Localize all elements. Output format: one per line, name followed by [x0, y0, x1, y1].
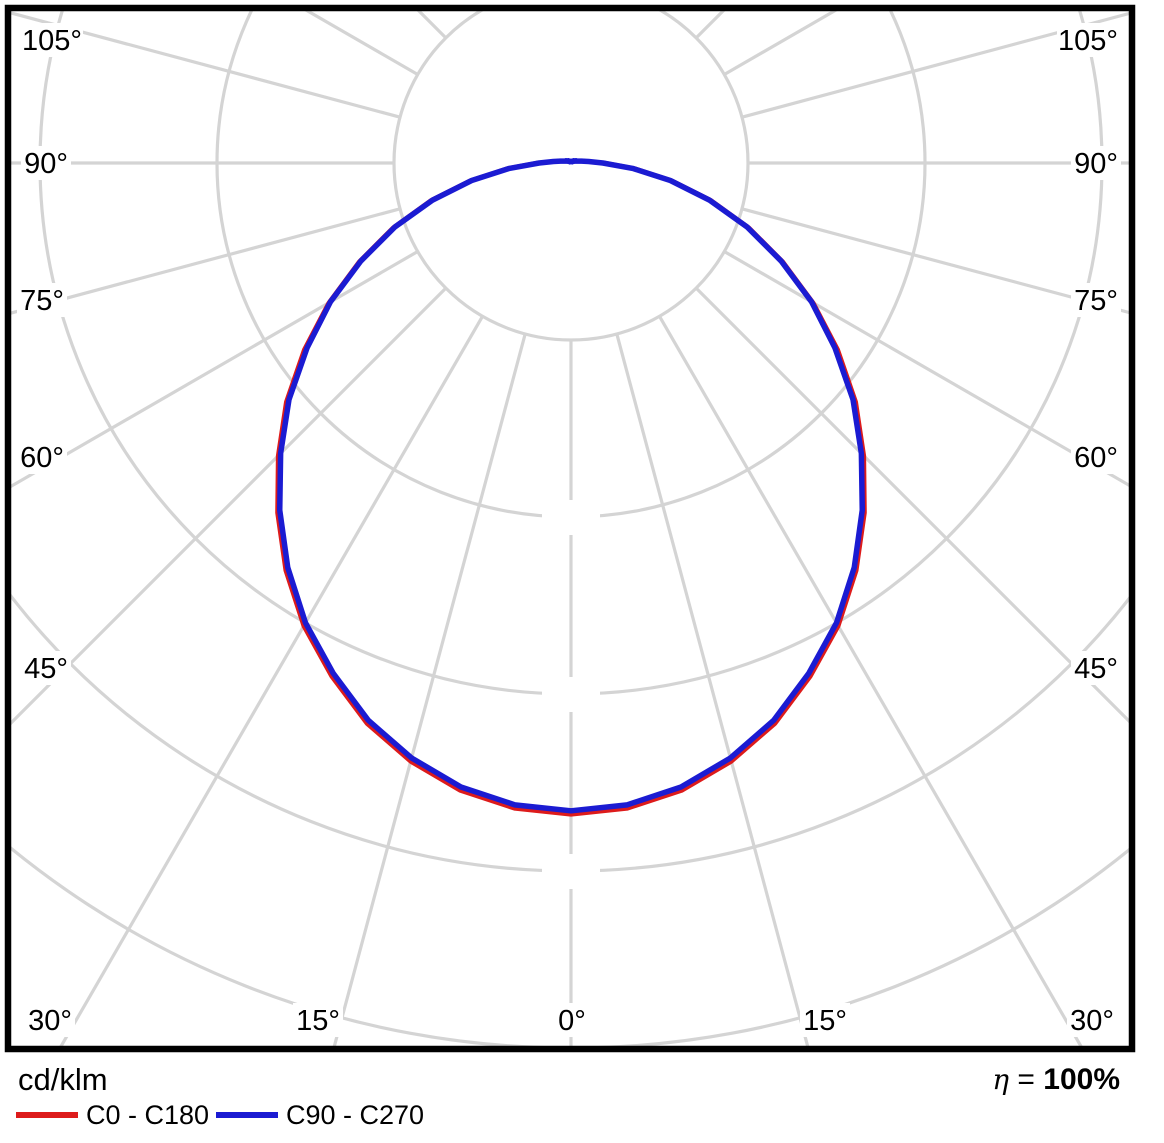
angle-label: 15° — [296, 1005, 340, 1037]
angle-label: 90° — [1074, 148, 1118, 180]
grid-radial-line — [723, 250, 1129, 488]
grid-radial-line — [615, 333, 810, 1046]
units-label: cd/klm — [18, 1062, 108, 1097]
grid-radial-line — [11, 11, 401, 119]
angle-label-box — [21, 23, 83, 57]
angle-label: 30° — [28, 1005, 72, 1037]
eta-symbol: η — [992, 1063, 1010, 1096]
angle-label: 15° — [803, 1005, 847, 1037]
grid-radial-line — [741, 207, 1129, 315]
angle-label-box — [25, 1003, 75, 1037]
eta-equals: = — [1009, 1063, 1044, 1096]
angle-label-box — [1071, 651, 1121, 685]
angle-label: 90° — [24, 148, 68, 180]
grid-radial-line — [59, 315, 484, 1046]
ring-value-box — [542, 854, 600, 889]
angle-label-box — [17, 440, 67, 474]
angle-label-box — [800, 1003, 850, 1037]
angle-label: 105° — [1058, 25, 1118, 57]
grid-radial-line — [695, 287, 1129, 724]
angle-label-box — [21, 146, 71, 180]
grid-radial-line — [332, 333, 527, 1046]
angle-label: 75° — [1074, 285, 1118, 317]
grid-radial-line — [658, 315, 1083, 1046]
angle-label: 45° — [24, 653, 68, 685]
angle-label-box — [555, 1003, 589, 1037]
angle-label: 30° — [1070, 1005, 1114, 1037]
angle-label-box — [21, 651, 71, 685]
angle-label: 0° — [558, 1005, 586, 1037]
angle-label: 105° — [22, 25, 82, 57]
angle-label: 60° — [1074, 442, 1118, 474]
legend-label-c90-c270: C90 - C270 — [286, 1100, 425, 1130]
legend-label-c0-c180: C0 - C180 — [86, 1100, 210, 1130]
grid-radial-line — [11, 250, 419, 489]
angle-label-box — [1071, 440, 1121, 474]
grid-radial-line — [11, 207, 401, 315]
grid-radial-line — [11, 287, 447, 726]
angle-label-box — [1067, 1003, 1117, 1037]
efficiency-label: η = 100% — [930, 1063, 1120, 1097]
angle-label-box — [1071, 146, 1121, 180]
angle-label-box — [1071, 283, 1121, 317]
legend-swatch-c0-c180 — [16, 1112, 78, 1118]
plot-border — [4, 4, 1136, 1053]
curve-c90-c270 — [276, 157, 866, 814]
angle-label-box — [293, 1003, 343, 1037]
angle-label: 45° — [1074, 653, 1118, 685]
grid-radial-line — [741, 11, 1129, 119]
legend-swatch-c90-c270 — [216, 1112, 278, 1118]
ring-value-box — [542, 677, 600, 712]
ring-value-box — [542, 500, 600, 535]
angle-label: 60° — [20, 442, 64, 474]
angle-label-box — [1057, 23, 1119, 57]
eta-value: 100% — [1043, 1063, 1120, 1096]
angle-label: 75° — [20, 285, 64, 317]
angle-label-box — [17, 283, 67, 317]
